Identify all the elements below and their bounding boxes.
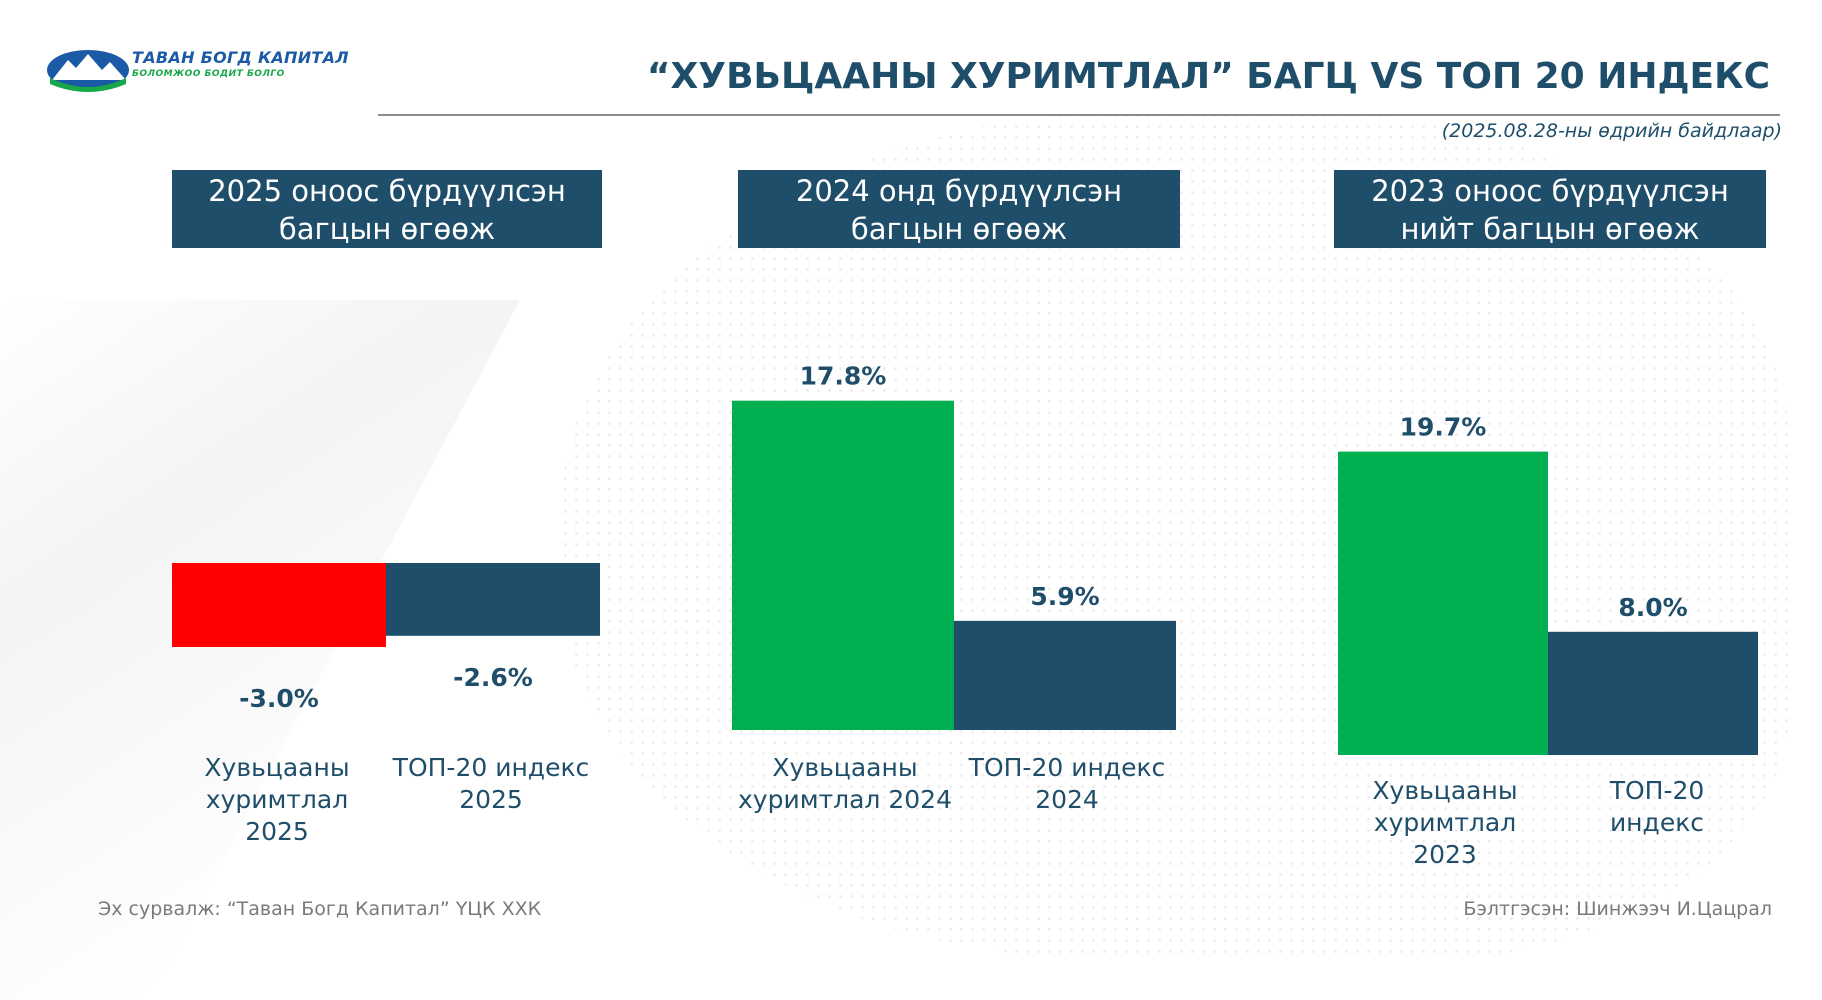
chart-3-bar-1	[1338, 451, 1548, 755]
bar-charts: -3.0% -2.6% 17.8% 5.9% 19.7% 8.0%	[172, 362, 1758, 755]
chart-1-value-label-2: -2.6%	[453, 663, 533, 692]
chart-3-bar-2	[1548, 631, 1758, 755]
title-divider	[378, 114, 1780, 116]
chart-2-bar-1	[732, 400, 954, 730]
chart-3-value-label-2: 8.0%	[1618, 593, 1687, 622]
chart-1-category-1: Хувьцааны хуримтлал 2025	[204, 753, 350, 846]
chart-3-value-label-1: 19.7%	[1400, 413, 1487, 442]
footer-prepared-by: Бэлтгэсэн: Шинжээч И.Цацрал	[1463, 898, 1772, 920]
chart-1-bar-1	[172, 563, 386, 647]
chart-2-category-2: ТОП-20 индекс 2024	[968, 753, 1166, 814]
chart-2-value-label-2: 5.9%	[1030, 582, 1099, 611]
logo-tagline: БОЛОМЖОО БОДИТ БОЛГО	[132, 69, 285, 79]
chart-3-category-1: Хувьцааны хуримтлал 2023	[1372, 776, 1518, 869]
chart-1-title: 2025 оноос бүрдүүлсэн багцын өгөөж	[172, 170, 602, 248]
page-title: “ХУВЬЦААНЫ ХУРИМТЛАЛ” БАГЦ VS ТОП 20 ИНД…	[646, 56, 1770, 97]
chart-2-value-label-1: 17.8%	[800, 362, 887, 391]
chart-1-value-label-1: -3.0%	[239, 684, 319, 713]
chart-1-bar-2	[386, 563, 600, 636]
chart-2-bar-2	[954, 620, 1176, 730]
company-logo: ТАВАН БОГД КАПИТАЛ БОЛОМЖОО БОДИТ БОЛГО	[46, 46, 349, 96]
footer-source: Эх сурвалж: “Таван Богд Капитал” ҮЦК ХХК	[98, 898, 542, 920]
chart-2-title: 2024 онд бүрдүүлсэн багцын өгөөж	[738, 170, 1180, 248]
logo-name: ТАВАН БОГД КАПИТАЛ	[132, 48, 349, 67]
chart-2-category-1: Хувьцааны хуримтлал 2024	[738, 753, 952, 814]
chart-3-title: 2023 оноос бүрдүүлсэн нийт багцын өгөөж	[1334, 170, 1766, 248]
chart-1-category-2: ТОП-20 индекс 2025	[392, 753, 590, 814]
date-note: (2025.08.28-ны өдрийн байдлаар)	[1441, 120, 1782, 142]
chart-3-category-2: ТОП-20 индекс	[1609, 776, 1705, 837]
mountain-logo-icon	[47, 50, 129, 92]
